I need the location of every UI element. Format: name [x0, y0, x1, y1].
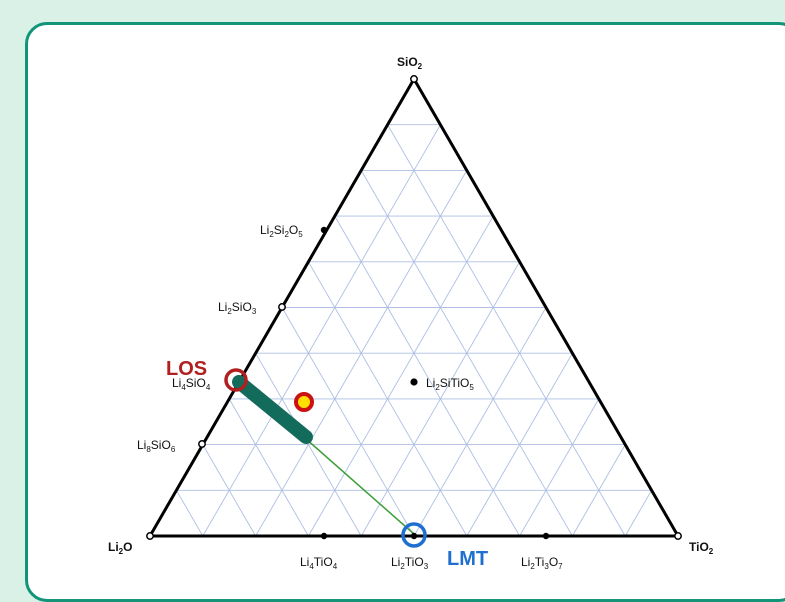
label-li8sio6: Li8SiO6 [137, 438, 176, 454]
grid-line [308, 261, 468, 537]
li2sitio5-dot [410, 378, 418, 386]
label-li2si2o5: Li2Si2O5 [260, 223, 303, 239]
grid-line [624, 490, 652, 537]
grid-line [413, 307, 547, 537]
li4tio4-dot [320, 532, 328, 540]
composition-bar [232, 375, 313, 444]
grid-line [519, 398, 600, 537]
label-li2tio3: Li2TiO3 [391, 555, 429, 571]
sio2-vertex-dot [410, 75, 418, 83]
li2o-vertex-dot [146, 532, 154, 540]
grid-line [176, 490, 204, 537]
los-label: LOS [166, 358, 207, 380]
grid-line [228, 398, 309, 537]
tio2-vertex-dot [674, 532, 682, 540]
target-composition-point [294, 392, 314, 412]
li2sio3-dot [278, 303, 286, 311]
composition-grid [176, 124, 652, 537]
li2tio3-dot [410, 532, 418, 540]
diagram-card [25, 22, 785, 602]
label-li2sio3: Li2SiO3 [218, 300, 257, 316]
los-marker [224, 368, 248, 392]
grid-line [281, 307, 415, 537]
lmt-label: LMT [447, 548, 488, 570]
grid-line [360, 170, 573, 537]
vertex-label-tio2: TiO2 [689, 540, 714, 556]
tie-line [304, 437, 415, 535]
li8sio6-dot [198, 440, 206, 448]
ternary-phase-diagram: LOS LMT SiO2 Li2O TiO2 Li2Si2O5 Li2SiO3 … [108, 55, 714, 571]
grid-line [202, 444, 256, 537]
label-li2ti3o7: Li2Ti3O7 [521, 555, 563, 571]
label-li4sio4: Li4SiO4 [172, 376, 211, 392]
grid-line [255, 352, 362, 537]
grid-line [202, 124, 441, 537]
lmt-marker [401, 522, 427, 548]
grid-line [387, 124, 626, 537]
li2ti3o7-dot [542, 532, 550, 540]
grid-line [308, 215, 494, 537]
vertex-label-li2o: Li2O [108, 540, 132, 556]
label-li2sitio5: Li2SiTiO5 [426, 376, 474, 392]
grid-line [334, 215, 520, 537]
li2si2o5-dot [320, 226, 328, 234]
label-li4tio4: Li4TiO4 [300, 555, 338, 571]
vertex-label-sio2: SiO2 [397, 55, 423, 71]
